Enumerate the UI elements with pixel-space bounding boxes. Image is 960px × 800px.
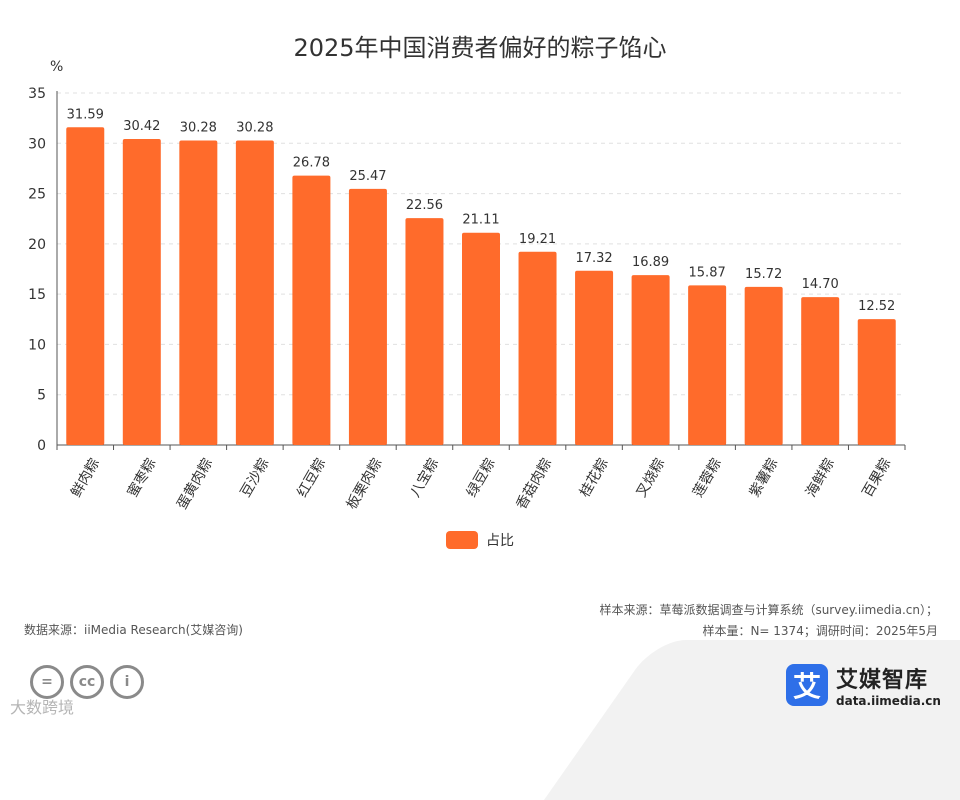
bar (801, 297, 840, 445)
x-category-label: 鲜肉粽 (68, 456, 103, 500)
x-category-label: 海鲜粽 (803, 456, 838, 500)
watermark: 大数跨境 (10, 698, 75, 717)
x-category-label: 香菇肉粽 (513, 456, 555, 512)
chart-title: 2025年中国消费者偏好的粽子馅心 (293, 34, 667, 62)
bar-value-label: 19.21 (519, 232, 556, 247)
bar (744, 286, 783, 445)
bar-value-label: 12.52 (858, 299, 895, 314)
x-category-label: 桂花粽 (577, 456, 612, 500)
bar-value-label: 31.59 (67, 107, 104, 122)
bar-value-label: 17.32 (575, 251, 612, 266)
y-tick-label: 20 (28, 237, 46, 253)
bar (462, 232, 500, 445)
x-category-label: 紫薯粽 (747, 456, 782, 500)
bar-chart: % 0 5 10 15 20 25 30 35 31.59 鲜肉粽 30.42 蜜枣粽 30.28 蛋黄肉粽… (28, 59, 906, 512)
legend-label: 占比 (486, 533, 514, 549)
bar (348, 188, 387, 445)
sample-size-date: 样本量：N= 1374；调研时间：2025年5月 (702, 624, 938, 638)
cc-person-icon: i (110, 665, 144, 699)
x-category-label: 红豆粽 (294, 456, 329, 500)
x-category-label: 蛋黄肉粽 (173, 455, 216, 512)
y-tick-label: 5 (37, 388, 46, 404)
y-axis-unit: % (50, 59, 63, 75)
x-category-label: 八宝粽 (407, 456, 442, 500)
cc-equal-icon: = (30, 665, 64, 699)
x-category-label: 蜜枣粽 (125, 456, 160, 500)
bar-value-label: 30.28 (180, 120, 217, 135)
bar (631, 275, 670, 445)
bar (122, 139, 161, 446)
cc-license-icons: = cc i (30, 665, 144, 699)
sample-source: 样本来源：草莓派数据调查与计算系统（survey.iimedia.cn）； (599, 603, 938, 617)
x-category-label: 板栗肉粽 (344, 456, 386, 512)
bar (179, 140, 218, 445)
y-tick-label: 15 (28, 287, 46, 303)
bar (688, 285, 727, 445)
bar-value-label: 22.56 (406, 198, 443, 213)
brand-url: data.iimedia.cn (836, 694, 941, 708)
x-category-label: 豆沙粽 (238, 456, 273, 500)
brand: 艾 艾媒智库 data.iimedia.cn (786, 662, 941, 708)
legend-swatch (446, 531, 478, 549)
cc-icon: cc (70, 665, 104, 699)
data-source: 数据来源：iiMedia Research(艾媒咨询) (24, 623, 243, 637)
x-category-label: 百果粽 (860, 456, 895, 500)
bar-value-label: 21.11 (462, 213, 499, 228)
sample-info: 样本来源：草莓派数据调查与计算系统（survey.iimedia.cn）； 样本… (599, 600, 938, 642)
bar-value-label: 25.47 (349, 169, 386, 184)
x-category-label: 叉烧粽 (634, 456, 669, 500)
y-tick-label: 35 (28, 86, 46, 102)
y-tick-label: 25 (28, 187, 46, 203)
y-tick-label: 30 (28, 136, 46, 152)
legend: 占比 (446, 530, 514, 550)
bar (235, 140, 274, 445)
y-tick-label: 10 (28, 337, 46, 353)
bar (292, 175, 331, 445)
bar (575, 270, 614, 445)
brand-logo-icon: 艾 (786, 664, 828, 706)
bar (66, 127, 105, 445)
x-category-label: 莲蓉粽 (690, 456, 725, 500)
bar-value-label: 14.70 (802, 277, 839, 292)
bar (857, 319, 896, 445)
x-category-label: 绿豆粽 (464, 456, 499, 500)
bar (405, 218, 444, 445)
bar-value-label: 30.42 (123, 119, 160, 134)
brand-name: 艾媒智库 (836, 668, 929, 693)
bar-value-label: 15.87 (689, 265, 726, 280)
bar (518, 251, 557, 445)
bar-value-label: 30.28 (236, 120, 273, 135)
y-tick-label: 0 (37, 438, 46, 454)
bar-value-label: 15.72 (745, 267, 782, 282)
bar-value-label: 16.89 (632, 255, 669, 270)
bar-value-label: 26.78 (293, 156, 330, 171)
